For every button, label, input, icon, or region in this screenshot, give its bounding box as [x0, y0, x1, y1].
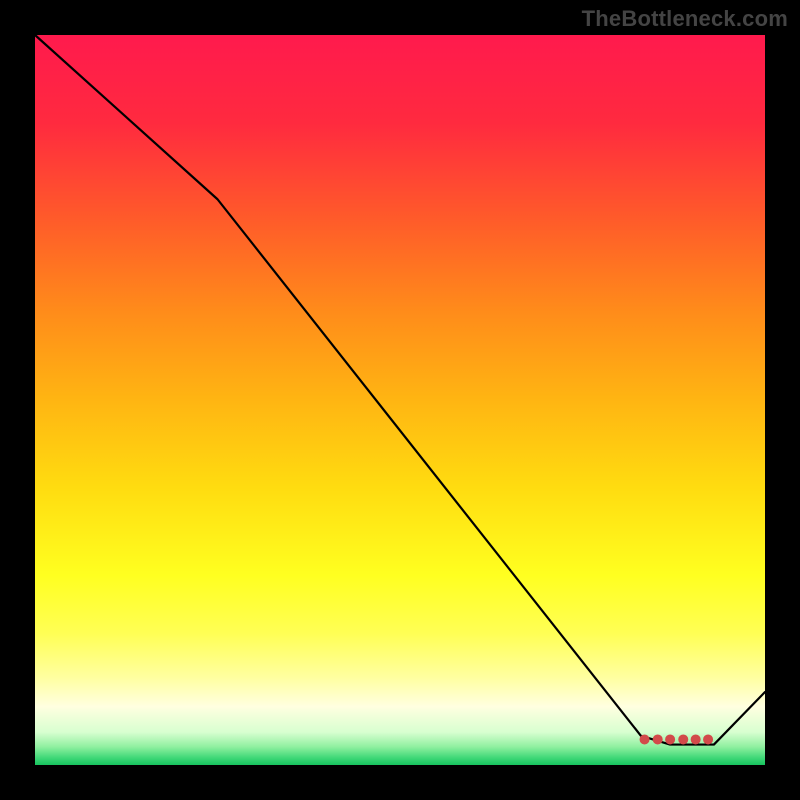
trough-marker: [703, 734, 713, 744]
trough-marker: [665, 734, 675, 744]
trough-marker: [691, 734, 701, 744]
chart-root: TheBottleneck.com: [0, 0, 800, 800]
trough-marker: [640, 734, 650, 744]
watermark-text: TheBottleneck.com: [582, 6, 788, 32]
chart-svg: [0, 0, 800, 800]
gradient-plot-area: [35, 35, 765, 765]
trough-marker: [653, 734, 663, 744]
trough-marker: [678, 734, 688, 744]
